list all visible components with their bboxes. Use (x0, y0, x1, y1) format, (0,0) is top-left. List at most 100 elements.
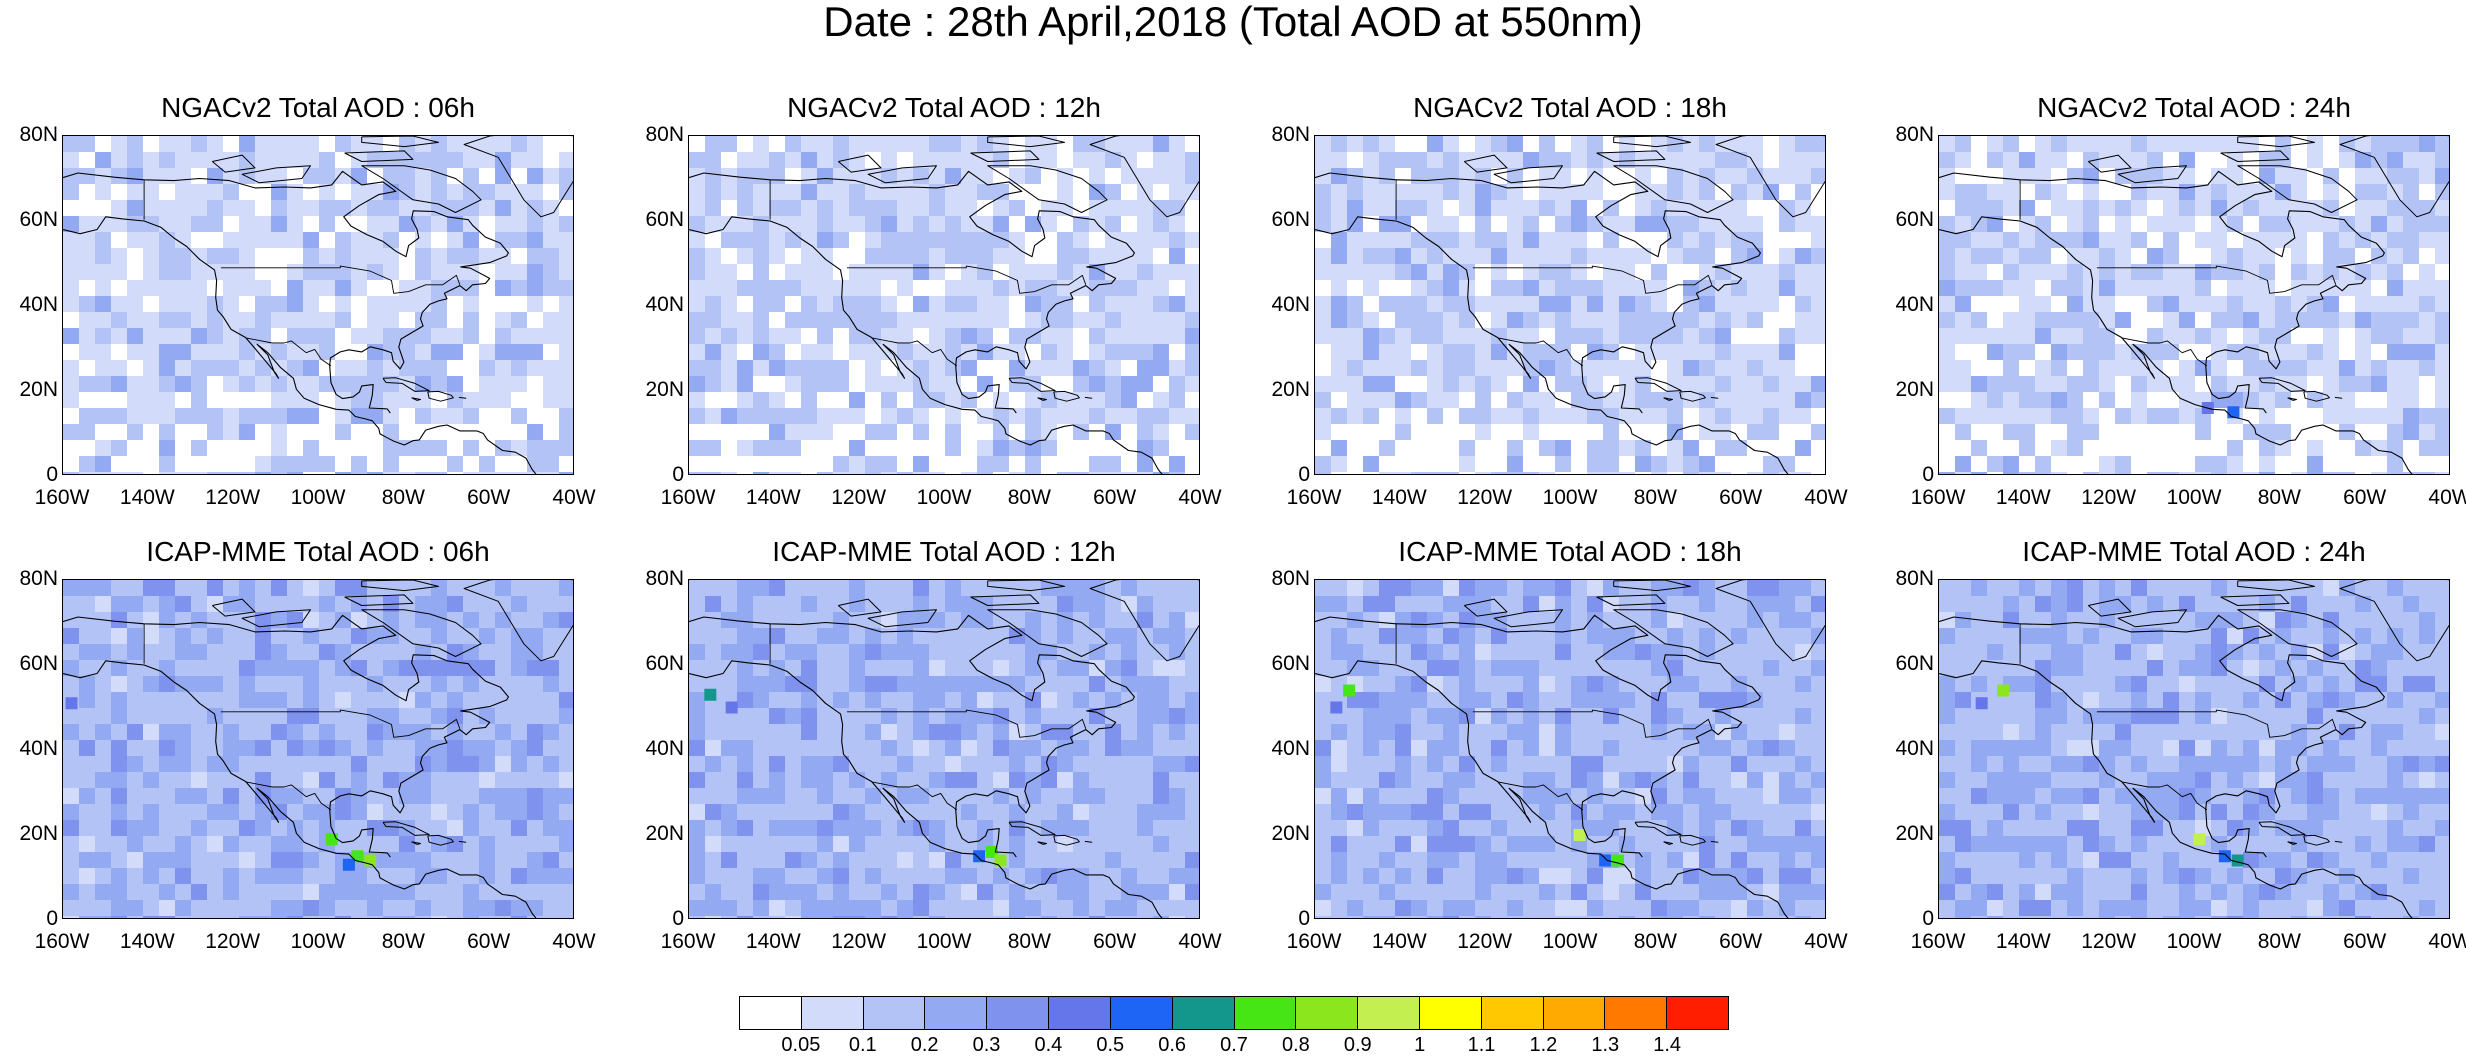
lon-tick-label: 160W (1910, 486, 1966, 509)
lon-tick-label: 140W (1995, 486, 2051, 509)
panel-title: NGACv2 Total AOD : 12h (787, 92, 1101, 123)
lon-tick-label: 40W (1804, 930, 1848, 953)
aod-hotspot (704, 688, 717, 701)
island-outline (2334, 396, 2343, 399)
aod-hotspot (1330, 701, 1343, 714)
island-outline (458, 396, 467, 399)
aod-map (1314, 579, 1826, 919)
us-mexico-border (1497, 781, 1584, 811)
coastline-gulf (2205, 809, 2267, 858)
coastline-west (1315, 216, 1789, 474)
lon-tick-label: 140W (119, 486, 175, 509)
figure-title: Date : 28th April,2018 (Total AOD at 550… (823, 0, 1643, 45)
island-outline (1089, 580, 1199, 662)
island-outline (2334, 840, 2343, 843)
us-canada-border (1472, 709, 1713, 738)
island-outline (2303, 390, 2330, 402)
lon-tick-label: 60W (1093, 486, 1137, 509)
island-outline (1634, 821, 1682, 836)
coastline-east (63, 614, 509, 814)
lat-tick-label: 80N (19, 123, 58, 146)
lat-tick-label: 80N (645, 567, 684, 590)
coastline-west (1315, 660, 1789, 918)
lon-tick-label: 60W (2343, 486, 2387, 509)
lon-tick-label: 160W (1286, 930, 1342, 953)
colorbar-label: 0.4 (1034, 1034, 1063, 1056)
island-outline (2237, 580, 2315, 592)
island-outline (867, 165, 937, 184)
island-outline (2339, 580, 2449, 662)
island-outline (2237, 609, 2358, 657)
island-outline (1008, 821, 1056, 836)
coastline-gulf (2205, 365, 2267, 414)
lon-tick-label: 160W (660, 930, 716, 953)
lat-tick-label: 60N (1271, 208, 1310, 231)
lon-tick-label: 100W (916, 486, 972, 509)
lat-tick-label: 80N (1895, 123, 1934, 146)
island-outline (1710, 840, 1719, 843)
aod-hotspot (342, 858, 355, 871)
island-outline (1613, 165, 1734, 213)
aod-colorbar (739, 996, 1729, 1030)
colorbar-label: 0.2 (910, 1034, 939, 1056)
island-outline (2117, 609, 2187, 628)
island-outline (211, 154, 256, 173)
lon-tick-label: 40W (1178, 930, 1222, 953)
lon-tick-label: 60W (467, 930, 511, 953)
coastline-gulf (955, 365, 1017, 414)
coastline-west (63, 216, 537, 474)
lat-tick-label: 80N (1895, 567, 1934, 590)
lat-tick-label: 0 (46, 463, 58, 486)
us-mexico-border (2121, 337, 2208, 367)
lon-tick-label: 80W (1633, 486, 1677, 509)
island-outline (867, 609, 937, 628)
island-outline (427, 834, 454, 846)
island-outline (1613, 580, 1691, 592)
island-outline (411, 397, 421, 401)
aod-hotspot (1997, 684, 2009, 697)
island-outline (1493, 609, 1563, 628)
us-canada-border (846, 265, 1087, 294)
colorbar-swatch (987, 997, 1050, 1029)
island-outline (1084, 396, 1093, 399)
us-mexico-border (245, 337, 332, 367)
coastline-west (689, 660, 1163, 918)
lat-tick-label: 20N (645, 822, 684, 845)
colorbar-swatch (1605, 997, 1668, 1029)
panel-title: NGACv2 Total AOD : 24h (2037, 92, 2351, 123)
colorbar-swatch (1049, 997, 1111, 1029)
aod-hotspot (65, 697, 78, 710)
lon-tick-label: 120W (831, 486, 887, 509)
island-outline (344, 594, 414, 606)
coastline-gulf (1581, 809, 1643, 858)
island-outline (2220, 150, 2290, 162)
island-outline (344, 150, 414, 162)
lon-tick-label: 160W (34, 486, 90, 509)
island-outline (2303, 834, 2330, 846)
coastline-west (1939, 660, 2413, 918)
lat-tick-label: 40N (645, 293, 684, 316)
island-outline (1679, 834, 1706, 846)
island-outline (2237, 136, 2315, 148)
lat-tick-label: 0 (1922, 907, 1934, 930)
colorbar-swatch (1296, 997, 1359, 1029)
lon-tick-label: 80W (381, 486, 425, 509)
lon-tick-label: 60W (2343, 930, 2387, 953)
island-outline (1037, 397, 1047, 401)
lon-tick-label: 100W (2166, 930, 2222, 953)
us-canada-border (220, 709, 461, 738)
us-canada-border (2096, 265, 2337, 294)
lon-tick-label: 60W (1719, 930, 1763, 953)
island-outline (361, 136, 439, 148)
island-outline (1463, 598, 1508, 617)
lon-tick-label: 120W (2081, 930, 2137, 953)
aod-map (688, 579, 1200, 919)
colorbar-label: 0.3 (972, 1034, 1001, 1056)
us-mexico-border (871, 781, 958, 811)
aod-hotspot (973, 850, 986, 863)
coastline-east (1315, 170, 1761, 370)
island-outline (1679, 390, 1706, 402)
lat-tick-label: 40N (19, 293, 58, 316)
us-canada-border (220, 265, 461, 294)
colorbar-swatch (1358, 997, 1420, 1029)
